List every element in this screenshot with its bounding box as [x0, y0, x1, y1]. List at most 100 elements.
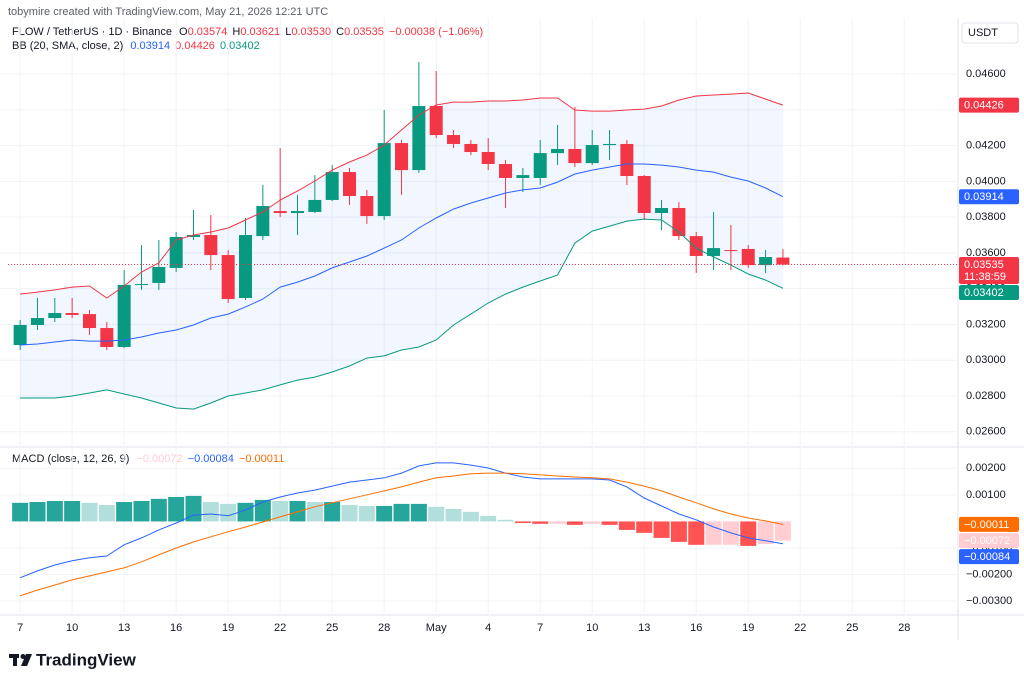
ohlc-value: 0.03530 [291, 26, 331, 38]
x-tick-label: May [426, 622, 447, 634]
x-tick-label: 19 [742, 622, 754, 634]
candle-body [82, 314, 96, 329]
x-tick-label: 7 [537, 622, 543, 634]
bb-tag-label: 0.03402 [964, 287, 1004, 299]
macd-tag-label: −0.00011 [964, 519, 1009, 531]
lines-layer [8, 92, 958, 597]
histogram-bar [618, 521, 635, 530]
histogram-bar [532, 521, 549, 524]
candle-body [776, 257, 790, 265]
histogram-bar [636, 521, 653, 533]
histogram-bar [514, 521, 531, 524]
candle-body [412, 106, 426, 171]
candle-body [117, 284, 131, 348]
candle-body [499, 164, 513, 178]
candle-body [724, 250, 738, 252]
y-tick-label: 0.03200 [966, 318, 1006, 330]
histogram-tag [959, 533, 1019, 549]
y-tick-label: −0.00200 [966, 569, 1012, 581]
candle-body [741, 248, 755, 266]
candle-body [672, 208, 686, 237]
histogram-bar [653, 521, 670, 538]
histogram-bar [150, 498, 167, 522]
histogram-bar [237, 502, 254, 522]
candle-body [325, 172, 339, 200]
histogram-bar [81, 502, 98, 522]
close-tag-label: 0.03535 [964, 259, 1004, 271]
bb-line [20, 218, 784, 410]
histogram-bar [670, 521, 687, 542]
candle-body [273, 211, 287, 214]
x-tick-label: 16 [170, 622, 182, 634]
histogram-bar [306, 502, 323, 522]
candle-body [100, 328, 114, 348]
histogram-bar [29, 502, 46, 522]
x-tick-label: 4 [485, 622, 491, 634]
ohlc-key: H [232, 26, 240, 38]
histogram-bar [445, 508, 462, 522]
logo-text: TradingView [36, 650, 137, 669]
bb-value: 0.04426 [175, 40, 215, 52]
x-tick-label: 28 [378, 622, 390, 634]
x-tick-label: 10 [586, 622, 598, 634]
y-tick-label: −0.00300 [966, 595, 1012, 607]
x-tick-label: 13 [118, 622, 130, 634]
candle-body [256, 206, 270, 237]
candle-body [568, 148, 582, 164]
histogram-bar [168, 496, 185, 522]
logo-shape [13, 654, 17, 666]
ohlc-value: 0.03535 [344, 26, 384, 38]
candle-body [360, 196, 374, 217]
ohlc-key: L [285, 26, 291, 38]
histogram-bar [601, 521, 618, 525]
histogram-value: −0.00072 [136, 453, 182, 465]
logo-mark [9, 654, 32, 666]
x-tick-label: 25 [326, 622, 338, 634]
y-tick-label: 0.04600 [966, 68, 1006, 80]
histogram-bar [133, 500, 150, 522]
histogram-tag-label: −0.00072 [964, 535, 1010, 547]
ohlc-key: O [179, 26, 188, 38]
candle-body [221, 255, 235, 300]
histogram-bar [757, 521, 774, 545]
macd-tag [959, 549, 1019, 565]
macd-title: MACD (close, 12, 26, 9) [12, 453, 129, 465]
candle-body [655, 208, 669, 214]
logo-shape [20, 654, 26, 659]
candle-body [204, 235, 218, 256]
histogram-bar [497, 519, 514, 522]
x-tick-label: 22 [274, 622, 286, 634]
logo-shape [21, 654, 32, 666]
currency-label[interactable]: USDT [968, 27, 998, 39]
candle-body [585, 145, 599, 164]
histogram-bar [358, 506, 375, 522]
currency-box[interactable] [961, 22, 1019, 44]
histogram-bar [566, 521, 583, 525]
histogram-bar [64, 500, 81, 522]
candle-body [516, 175, 530, 178]
candle-body [620, 143, 634, 176]
symbol-title: FLOW / TetherUS · 1D · Binance [12, 26, 172, 38]
x-tick-label: 7 [17, 622, 23, 634]
histogram-bar [220, 503, 237, 522]
ohlc-value: 0.03621 [240, 26, 280, 38]
candle-body [689, 236, 703, 256]
histogram-bar [393, 503, 410, 522]
bb-title: BB (20, SMA, close, 2) [12, 40, 123, 52]
histogram-bar [272, 500, 289, 522]
band-fill [20, 93, 783, 410]
bb-tag [959, 285, 1019, 301]
histogram-bar [12, 502, 29, 522]
bb-line [20, 92, 784, 299]
histogram-bar [688, 521, 705, 545]
price-legend: FLOW / TetherUS · 1D · Binance O0.03574 … [12, 26, 483, 38]
macd-line [19, 462, 783, 579]
histogram-bar [376, 506, 393, 522]
bb-tag [959, 97, 1019, 113]
x-tick-label: 22 [794, 622, 806, 634]
y-tick-label: 0.04000 [966, 175, 1006, 187]
candle-body [186, 235, 200, 237]
x-tick-label: 10 [66, 622, 78, 634]
